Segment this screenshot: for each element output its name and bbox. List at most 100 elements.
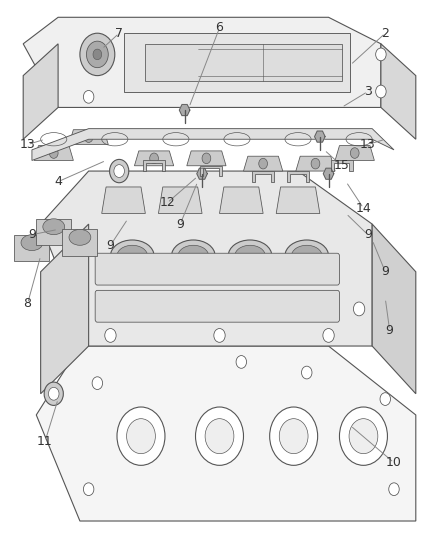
- Polygon shape: [36, 219, 71, 245]
- Ellipse shape: [43, 219, 64, 235]
- Polygon shape: [380, 44, 415, 139]
- Circle shape: [113, 165, 124, 177]
- Polygon shape: [314, 131, 324, 142]
- Circle shape: [350, 148, 358, 158]
- Polygon shape: [134, 151, 173, 166]
- Circle shape: [48, 387, 59, 400]
- Ellipse shape: [69, 229, 91, 245]
- Text: 6: 6: [215, 21, 223, 35]
- Ellipse shape: [234, 245, 265, 266]
- Circle shape: [93, 49, 102, 60]
- Circle shape: [105, 328, 116, 342]
- Text: 13: 13: [359, 138, 375, 151]
- Polygon shape: [243, 156, 282, 171]
- Polygon shape: [286, 171, 308, 182]
- Polygon shape: [295, 156, 334, 171]
- Polygon shape: [196, 168, 207, 179]
- Text: 2: 2: [381, 27, 389, 39]
- Polygon shape: [32, 128, 393, 160]
- Circle shape: [279, 419, 307, 454]
- Text: 9: 9: [28, 228, 36, 241]
- Polygon shape: [23, 17, 380, 108]
- Text: 3: 3: [363, 85, 371, 98]
- Circle shape: [86, 41, 108, 68]
- Text: 4: 4: [54, 175, 62, 188]
- Polygon shape: [145, 44, 341, 81]
- Circle shape: [110, 159, 128, 183]
- Circle shape: [348, 419, 377, 454]
- Circle shape: [379, 393, 390, 406]
- Ellipse shape: [284, 240, 328, 272]
- Ellipse shape: [178, 245, 208, 266]
- Polygon shape: [41, 171, 371, 346]
- Text: 9: 9: [176, 217, 184, 231]
- Ellipse shape: [291, 245, 321, 266]
- Circle shape: [269, 407, 317, 465]
- Circle shape: [353, 302, 364, 316]
- Polygon shape: [36, 346, 415, 521]
- Circle shape: [83, 91, 94, 103]
- Circle shape: [44, 382, 63, 406]
- Circle shape: [80, 33, 115, 76]
- Polygon shape: [334, 146, 374, 160]
- Circle shape: [205, 419, 233, 454]
- Text: 9: 9: [106, 239, 114, 252]
- Polygon shape: [179, 104, 189, 116]
- Text: 12: 12: [159, 196, 175, 209]
- Text: 8: 8: [24, 297, 32, 310]
- Polygon shape: [199, 166, 221, 176]
- Polygon shape: [62, 229, 97, 256]
- Polygon shape: [158, 187, 201, 214]
- Polygon shape: [276, 187, 319, 214]
- Text: 14: 14: [355, 201, 371, 215]
- Text: 9: 9: [363, 228, 371, 241]
- Circle shape: [213, 328, 225, 342]
- Polygon shape: [371, 224, 415, 394]
- Circle shape: [83, 483, 94, 496]
- Circle shape: [388, 483, 398, 496]
- FancyBboxPatch shape: [95, 253, 339, 285]
- Circle shape: [84, 132, 93, 142]
- Circle shape: [258, 158, 267, 169]
- Polygon shape: [322, 168, 333, 179]
- Circle shape: [126, 419, 155, 454]
- Ellipse shape: [110, 240, 154, 272]
- Ellipse shape: [228, 240, 271, 272]
- Text: 7: 7: [115, 27, 123, 39]
- Text: 9: 9: [381, 265, 389, 278]
- Circle shape: [301, 366, 311, 379]
- Circle shape: [375, 48, 385, 61]
- Polygon shape: [186, 151, 226, 166]
- Polygon shape: [123, 33, 350, 92]
- Circle shape: [236, 356, 246, 368]
- Ellipse shape: [117, 245, 147, 266]
- Polygon shape: [69, 130, 108, 144]
- FancyBboxPatch shape: [95, 290, 339, 322]
- Polygon shape: [252, 171, 273, 182]
- Circle shape: [311, 158, 319, 169]
- Text: 11: 11: [37, 435, 53, 448]
- Circle shape: [92, 377, 102, 390]
- Text: 15: 15: [333, 159, 349, 172]
- Text: 9: 9: [385, 324, 393, 337]
- Circle shape: [195, 407, 243, 465]
- Circle shape: [339, 407, 387, 465]
- Polygon shape: [102, 187, 145, 214]
- Circle shape: [322, 328, 333, 342]
- Circle shape: [49, 148, 58, 158]
- Circle shape: [201, 153, 210, 164]
- Circle shape: [149, 153, 158, 164]
- Polygon shape: [14, 235, 49, 261]
- Circle shape: [117, 407, 165, 465]
- Text: 10: 10: [385, 456, 401, 469]
- Text: 13: 13: [20, 138, 35, 151]
- Polygon shape: [219, 187, 262, 214]
- Polygon shape: [34, 146, 73, 160]
- Polygon shape: [330, 160, 352, 171]
- Circle shape: [375, 85, 385, 98]
- Polygon shape: [41, 224, 88, 394]
- Polygon shape: [143, 160, 165, 171]
- Polygon shape: [23, 44, 58, 139]
- Ellipse shape: [171, 240, 215, 272]
- Ellipse shape: [21, 235, 43, 251]
